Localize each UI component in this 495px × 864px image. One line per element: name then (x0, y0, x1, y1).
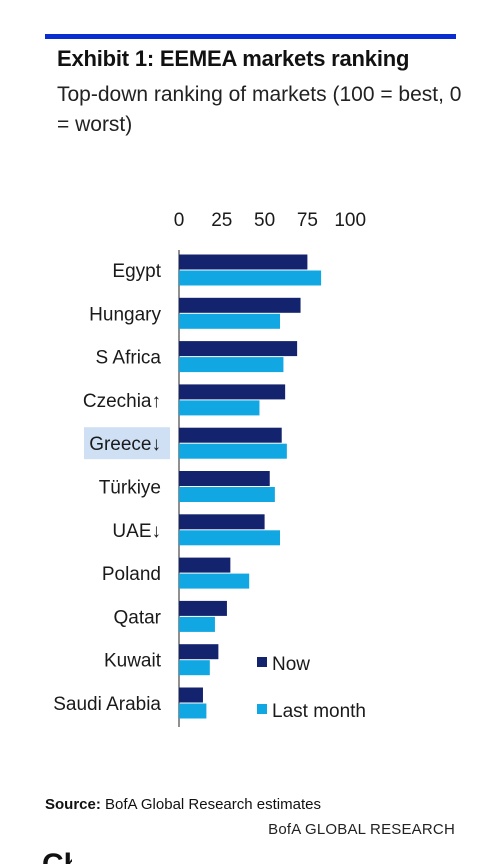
title-accent-rule (45, 34, 456, 39)
chart-title: Exhibit 1: EEMEA markets ranking (57, 46, 410, 71)
bar-last-month (179, 487, 275, 502)
legend-now-label: Now (272, 654, 310, 675)
category-label: Hungary (89, 304, 161, 325)
bar-last-month (179, 443, 287, 459)
bar-last-month (179, 400, 260, 416)
bar-now (179, 600, 227, 616)
category-label: S Africa (96, 348, 162, 369)
bar-last-month (179, 573, 250, 589)
legend-last-month-label: Last month (272, 701, 366, 722)
bar-last-month (179, 660, 210, 676)
source-note: Source: BofA Global Research estimates (45, 796, 321, 813)
bar-now (179, 644, 219, 660)
bar-last-month (179, 313, 281, 329)
x-tick-label: 25 (211, 210, 232, 231)
bar-last-month (179, 270, 322, 286)
bar-now (179, 427, 282, 443)
x-tick-label: 50 (254, 210, 275, 231)
bar-last-month (179, 703, 207, 719)
bar-last-month (179, 616, 215, 632)
category-label: Saudi Arabia (53, 694, 161, 715)
brand-footer: BofA GLOBAL RESEARCH (268, 821, 455, 838)
category-label: Türkiye (99, 478, 161, 499)
bar-now (179, 471, 270, 486)
bar-now (179, 557, 231, 573)
x-tick-label: 75 (297, 210, 318, 231)
chart-subtitle: Top-down ranking of markets (100 = best,… (57, 83, 462, 136)
bar-now (179, 297, 301, 313)
legend-now-swatch (257, 657, 267, 667)
category-label: Kuwait (104, 651, 162, 672)
category-label: UAE↓ (112, 521, 161, 542)
cropped-next-heading: Ch (42, 850, 72, 864)
x-tick-label: 0 (174, 210, 185, 231)
category-label: Poland (102, 564, 161, 585)
bar-now (179, 384, 286, 400)
category-label: Egypt (112, 261, 161, 282)
bar-now (179, 687, 203, 703)
bar-chart: 0 25 50 75 100 Egypt Hungary S Africa Czechia↑ Gr… (53, 210, 366, 727)
bar-now (179, 341, 298, 357)
category-label: Czechia↑ (83, 391, 161, 412)
bar-last-month (179, 357, 284, 373)
bar-last-month (179, 530, 281, 546)
category-label: Greece↓ (89, 434, 161, 455)
legend-last-month-swatch (257, 704, 267, 714)
x-tick-label: 100 (334, 210, 366, 231)
bar-now (179, 514, 265, 530)
bar-now (179, 254, 308, 270)
category-label: Qatar (113, 607, 161, 628)
category-highlight (84, 427, 170, 460)
